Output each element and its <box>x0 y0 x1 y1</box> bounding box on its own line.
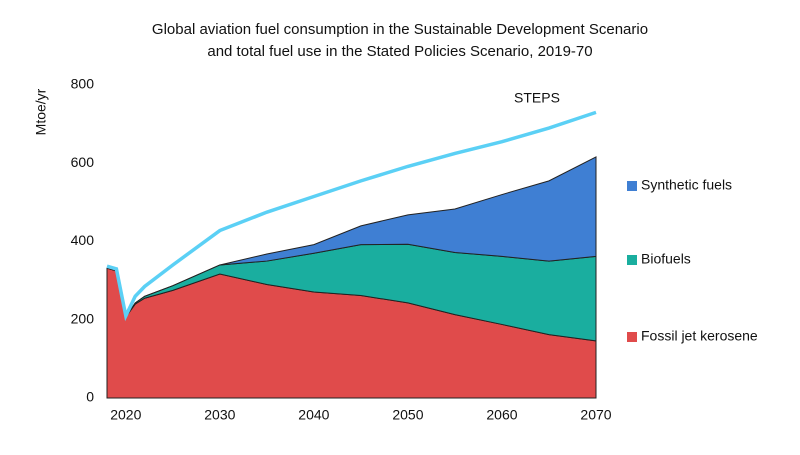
legend-label: Synthetic fuels <box>641 177 732 193</box>
line-label: STEPS <box>514 90 560 106</box>
y-tick-label: 0 <box>86 389 94 405</box>
x-tick-label: 2060 <box>486 407 517 423</box>
x-tick-label: 2030 <box>204 407 235 423</box>
y-axis-label: Mtoe/yr <box>33 88 49 135</box>
y-tick-label: 600 <box>71 154 95 170</box>
y-tick-label: 400 <box>71 232 95 248</box>
legend-swatch <box>627 255 637 265</box>
legend-swatch <box>627 181 637 191</box>
y-tick-label: 200 <box>71 310 95 326</box>
x-tick-label: 2050 <box>392 407 423 423</box>
legend-label: Fossil jet kerosene <box>641 328 758 344</box>
y-tick-label: 800 <box>71 76 95 92</box>
x-tick-label: 2040 <box>298 407 329 423</box>
x-tick-label: 2020 <box>110 407 141 423</box>
line <box>106 110 597 322</box>
legend-swatch <box>627 332 637 342</box>
area <box>106 156 597 319</box>
legend-label: Biofuels <box>641 251 691 267</box>
x-tick-label: 2070 <box>580 407 611 423</box>
chart-title: Global aviation fuel consumption in the … <box>152 21 648 38</box>
chart-title: and total fuel use in the Stated Policie… <box>207 43 592 60</box>
